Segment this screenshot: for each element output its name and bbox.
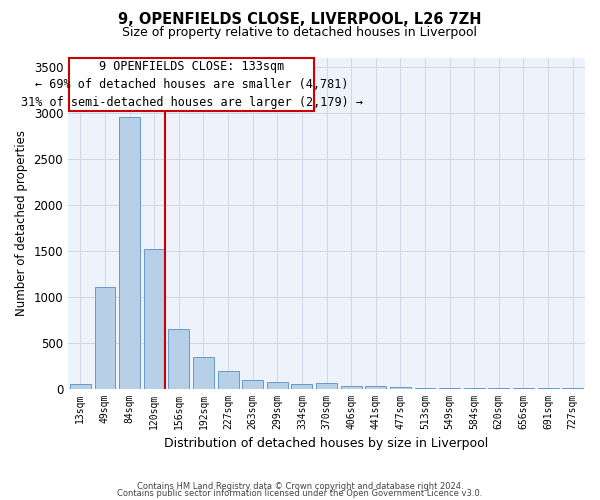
Bar xyxy=(144,249,164,388)
Text: 9 OPENFIELDS CLOSE: 133sqm: 9 OPENFIELDS CLOSE: 133sqm xyxy=(99,60,284,73)
Bar xyxy=(267,382,288,388)
Bar xyxy=(95,288,115,388)
X-axis label: Distribution of detached houses by size in Liverpool: Distribution of detached houses by size … xyxy=(164,437,488,450)
Bar xyxy=(292,384,313,388)
FancyBboxPatch shape xyxy=(69,58,314,111)
Bar xyxy=(218,371,239,388)
Y-axis label: Number of detached properties: Number of detached properties xyxy=(15,130,28,316)
Bar xyxy=(119,118,140,388)
Text: Contains HM Land Registry data © Crown copyright and database right 2024.: Contains HM Land Registry data © Crown c… xyxy=(137,482,463,491)
Text: 9, OPENFIELDS CLOSE, LIVERPOOL, L26 7ZH: 9, OPENFIELDS CLOSE, LIVERPOOL, L26 7ZH xyxy=(118,12,482,28)
Bar xyxy=(169,329,189,388)
Bar xyxy=(316,384,337,388)
Text: 31% of semi-detached houses are larger (2,179) →: 31% of semi-detached houses are larger (… xyxy=(21,96,363,110)
Bar xyxy=(341,386,362,388)
Bar xyxy=(365,386,386,388)
Bar xyxy=(390,387,411,388)
Bar xyxy=(242,380,263,388)
Text: Contains public sector information licensed under the Open Government Licence v3: Contains public sector information licen… xyxy=(118,490,482,498)
Bar xyxy=(193,358,214,388)
Bar xyxy=(70,384,91,388)
Text: ← 69% of detached houses are smaller (4,781): ← 69% of detached houses are smaller (4,… xyxy=(35,78,349,91)
Text: Size of property relative to detached houses in Liverpool: Size of property relative to detached ho… xyxy=(122,26,478,39)
